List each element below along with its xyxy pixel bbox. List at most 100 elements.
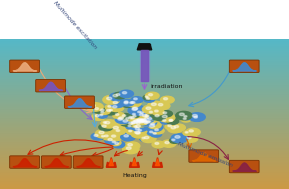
Bar <box>0 185 289 186</box>
Bar <box>0 150 289 151</box>
Circle shape <box>125 121 140 128</box>
Circle shape <box>144 118 148 119</box>
Circle shape <box>99 131 104 134</box>
Circle shape <box>155 129 158 131</box>
Circle shape <box>95 115 99 117</box>
Circle shape <box>169 120 173 121</box>
Bar <box>0 91 289 92</box>
Bar <box>0 181 289 182</box>
Bar <box>0 115 289 116</box>
Circle shape <box>184 116 187 117</box>
Circle shape <box>168 125 171 127</box>
Circle shape <box>113 112 125 119</box>
Circle shape <box>169 138 180 143</box>
Bar <box>0 186 289 187</box>
Bar <box>0 126 289 127</box>
Bar <box>0 147 289 148</box>
Bar <box>0 128 289 129</box>
Circle shape <box>155 102 170 110</box>
Circle shape <box>148 118 152 120</box>
Bar <box>0 102 289 103</box>
Circle shape <box>126 118 129 119</box>
Bar <box>0 87 289 88</box>
Circle shape <box>171 124 185 131</box>
Bar <box>0 56 289 57</box>
Circle shape <box>107 109 111 112</box>
Circle shape <box>138 120 141 122</box>
Circle shape <box>146 123 163 132</box>
Circle shape <box>169 119 173 121</box>
Bar <box>0 55 289 56</box>
Circle shape <box>133 107 138 110</box>
Circle shape <box>101 112 104 113</box>
Polygon shape <box>132 159 137 166</box>
Circle shape <box>135 119 146 125</box>
Circle shape <box>124 135 128 137</box>
Circle shape <box>194 116 197 118</box>
Circle shape <box>142 119 156 126</box>
Bar <box>0 153 289 154</box>
Bar <box>0 44 289 45</box>
Circle shape <box>153 132 156 134</box>
Circle shape <box>113 92 126 99</box>
Bar <box>0 61 289 62</box>
Circle shape <box>113 126 118 129</box>
Circle shape <box>113 101 118 104</box>
Bar <box>0 110 289 111</box>
Bar <box>0 97 289 98</box>
Circle shape <box>136 128 147 134</box>
Bar <box>0 120 289 121</box>
Circle shape <box>128 106 145 115</box>
Bar <box>0 113 289 114</box>
Circle shape <box>137 112 149 119</box>
Circle shape <box>166 118 179 124</box>
Bar <box>0 72 289 73</box>
Bar <box>0 140 289 141</box>
Circle shape <box>129 122 133 124</box>
Circle shape <box>109 125 127 133</box>
Bar <box>0 73 289 74</box>
Circle shape <box>100 109 104 111</box>
Circle shape <box>143 95 153 100</box>
Circle shape <box>159 114 175 122</box>
Circle shape <box>137 118 149 124</box>
Circle shape <box>119 118 135 126</box>
Circle shape <box>134 98 137 100</box>
Bar <box>0 129 289 130</box>
Circle shape <box>101 121 111 126</box>
Bar <box>0 182 289 183</box>
Bar <box>0 43 289 44</box>
Bar <box>0 63 289 64</box>
Bar <box>0 40 289 41</box>
Circle shape <box>171 127 175 129</box>
Circle shape <box>145 96 148 98</box>
Bar <box>0 138 289 139</box>
Bar <box>0 173 289 174</box>
Bar <box>0 46 289 47</box>
Circle shape <box>135 131 140 134</box>
Bar <box>0 161 289 162</box>
FancyBboxPatch shape <box>10 156 39 168</box>
Bar <box>0 121 289 122</box>
Circle shape <box>138 120 149 125</box>
Circle shape <box>90 104 95 107</box>
Circle shape <box>130 118 146 126</box>
Circle shape <box>110 100 125 108</box>
Bar <box>0 167 289 168</box>
Bar <box>0 187 289 188</box>
Bar <box>0 67 289 68</box>
Bar <box>0 41 289 42</box>
Circle shape <box>138 117 154 126</box>
Circle shape <box>108 105 111 107</box>
Circle shape <box>130 114 141 120</box>
Bar <box>0 78 289 79</box>
Bar <box>0 101 289 102</box>
Circle shape <box>183 118 186 119</box>
Bar <box>0 62 289 63</box>
Circle shape <box>146 107 151 109</box>
Bar <box>0 178 289 179</box>
Bar <box>0 119 289 120</box>
Polygon shape <box>155 159 160 166</box>
Circle shape <box>132 130 147 138</box>
Bar <box>0 136 289 137</box>
